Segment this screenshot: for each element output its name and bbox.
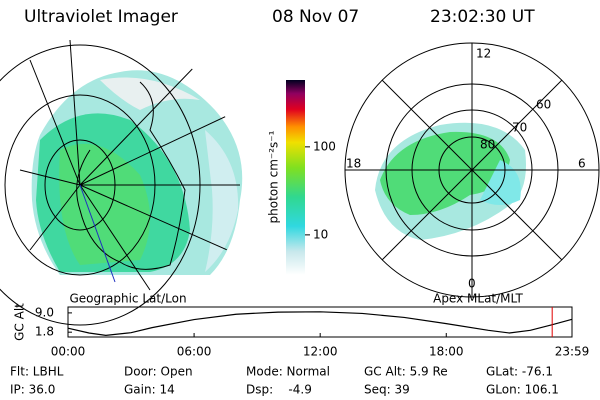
title: Ultraviolet Imager <box>24 7 178 27</box>
geographic-image <box>0 29 243 326</box>
altitude-label: GC Alt <box>13 303 27 341</box>
mlt-label: 12 <box>476 47 491 61</box>
x-tick-label: 00:00 <box>51 345 86 359</box>
info-field: GLon: 106.1 <box>486 383 559 397</box>
altitude-line <box>67 311 573 336</box>
x-tick-label: 12:00 <box>303 345 338 359</box>
lat-label: 80 <box>480 138 495 152</box>
colorbar <box>286 80 305 275</box>
info-field: IP: 36.0 <box>10 383 55 397</box>
info-panel: Flt: LBHL Door: Open Mode: Normal GC Alt: 5… <box>10 365 559 397</box>
info-field: GC Alt: 5.9 Re <box>364 365 448 379</box>
info-field: Mode: Normal <box>246 365 330 379</box>
colorbar-ticks: 10 100 <box>305 139 336 241</box>
x-tick-label: 06:00 <box>177 345 212 359</box>
info-field: Gain: 14 <box>124 383 175 397</box>
info-field: Door: Open <box>124 365 193 379</box>
x-tick-label: 18:00 <box>429 345 464 359</box>
right-caption: Apex MLat/MLT <box>433 292 523 306</box>
colorbar-tick-label: 10 <box>313 227 328 241</box>
left-caption: Geographic Lat/Lon <box>69 292 186 306</box>
lat-label: 70 <box>512 121 527 135</box>
polar-image <box>344 42 600 298</box>
info-field: Dsp: -4.9 <box>246 383 312 397</box>
altitude-plot: 9.0 1.8 00:00 06:00 12:00 18:00 23:59 <box>35 305 589 358</box>
x-tick-label: 23:59 <box>555 345 590 359</box>
mlt-label: 18 <box>346 157 361 171</box>
mlt-label: 0 <box>468 277 476 291</box>
info-field: Seq: 39 <box>364 383 410 397</box>
time: 23:02:30 UT <box>430 7 535 27</box>
info-field: Flt: LBHL <box>10 365 64 379</box>
y-tick-label: 1.8 <box>35 325 54 339</box>
y-tick-label: 9.0 <box>35 305 54 319</box>
date: 08 Nov 07 <box>272 7 359 27</box>
colorbar-tick-label: 100 <box>313 139 336 153</box>
mlt-label: 6 <box>578 157 586 171</box>
lat-label: 60 <box>536 98 551 112</box>
colorbar-label: photon cm⁻²s⁻¹ <box>267 130 281 223</box>
info-field: GLat: -76.1 <box>486 365 553 379</box>
